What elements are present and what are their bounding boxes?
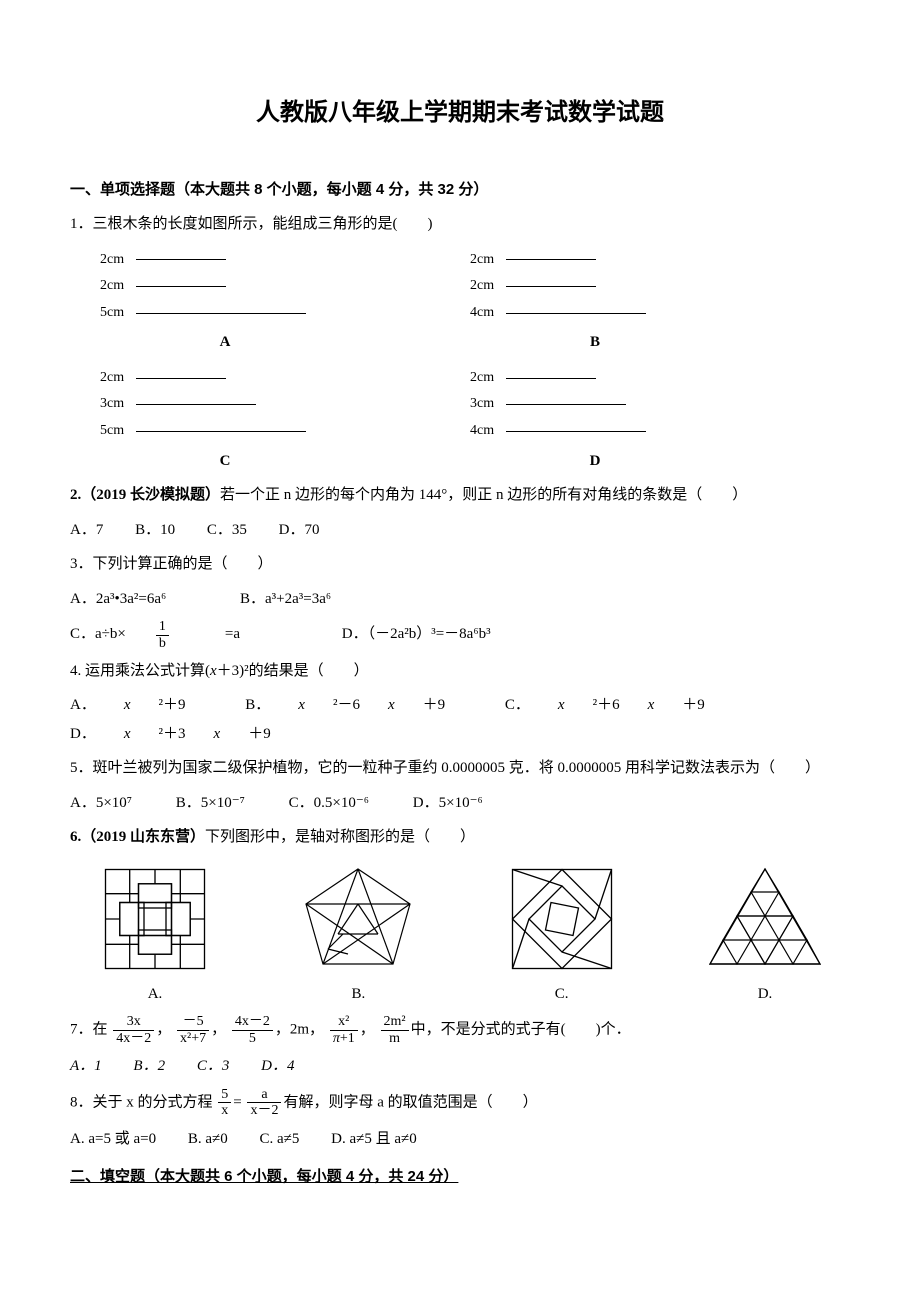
q8-options: A. a=5 或 a=0 B. a≠0 C. a≠5 D. a≠5 且 a≠0 bbox=[70, 1125, 850, 1154]
q4-text: 4. 运用乘法公式计算(x＋3)²的结果是（ ） bbox=[70, 657, 850, 686]
q3c-num: 1 bbox=[156, 619, 169, 635]
q4-opt-b: B．x²－6x＋9 bbox=[245, 691, 473, 720]
q5-opt-c: C．0.5×10⁻⁶ bbox=[289, 789, 369, 818]
q7-pre: 7．在 bbox=[70, 1022, 108, 1038]
q2-text: 若一个正 n 边形的每个内角为 144°，则正 n 边形的所有对角线的条数是（ … bbox=[220, 487, 747, 503]
q6-text: 下列图形中，是轴对称图形的是（ ） bbox=[205, 829, 475, 845]
q3-opt-a: A．2a³•3a²=6a⁶ bbox=[70, 585, 166, 614]
q4-pre: 4. 运用乘法公式计算( bbox=[70, 663, 210, 679]
q4-options: A．x²＋9 B．x²－6x＋9 C．x²＋6x＋9 D．x²＋3x＋9 bbox=[70, 691, 850, 748]
q5-options: A．5×10⁷ B．5×10⁻⁷ C．0.5×10⁻⁶ D．5×10⁻⁶ bbox=[70, 789, 850, 818]
q4-opt-a: A．x²＋9 bbox=[70, 691, 214, 720]
q6-figures: A. B. C. bbox=[80, 864, 840, 1009]
q8-opt-c: C. a≠5 bbox=[259, 1125, 299, 1154]
q6-cap-b: B. bbox=[283, 980, 433, 1009]
q3c-den: b bbox=[156, 636, 169, 651]
q6-fig-b: B. bbox=[283, 864, 433, 1009]
q7: 7．在 3x4x－2， －5x²+7， 4x－25，2m， x²π+1， 2m²… bbox=[70, 1014, 850, 1046]
q1-figure: 2cm2cm5cmA2cm2cm4cmB2cm3cm5cmC2cm3cm4cmD bbox=[70, 247, 850, 476]
q8-post: 有解，则字母 a 的取值范围是（ ） bbox=[283, 1094, 537, 1110]
q8-pre: 8．关于 x 的分式方程 bbox=[70, 1094, 213, 1110]
q8-opt-d: D. a≠5 且 a≠0 bbox=[331, 1125, 417, 1154]
q8-eq: = bbox=[233, 1094, 241, 1110]
q2-opt-b: B．10 bbox=[135, 516, 175, 545]
section-1-header: 一、单项选择题（本大题共 8 个小题，每小题 4 分，共 32 分） bbox=[70, 176, 850, 205]
q7-opt-c: C．3 bbox=[197, 1052, 230, 1081]
q7-opt-a: A．1 bbox=[70, 1052, 102, 1081]
q4-mid: ＋3)²的结果是（ ） bbox=[217, 663, 369, 679]
q7-opt-d: D．4 bbox=[261, 1052, 294, 1081]
q7-options: A．1 B．2 C．3 D．4 bbox=[70, 1052, 850, 1081]
q7-mid2: ， bbox=[360, 1022, 375, 1038]
q5-opt-d: D．5×10⁻⁶ bbox=[413, 789, 483, 818]
q6-cap-a: A. bbox=[80, 980, 230, 1009]
q3-opt-d: D．（－2a²b）³=－8a⁶b³ bbox=[342, 620, 491, 649]
page-title: 人教版八年级上学期期末考试数学试题 bbox=[70, 90, 850, 136]
q3-opt-c: C．a÷b× 1b =a bbox=[70, 619, 268, 651]
q2-prefix: 2.（2019 长沙模拟题） bbox=[70, 487, 220, 503]
q7-post: 中，不是分式的式子有( )个． bbox=[411, 1022, 631, 1038]
q6-cap-d: D. bbox=[690, 980, 840, 1009]
q3c-pre: C．a÷b× bbox=[70, 620, 126, 649]
q2-opt-c: C．35 bbox=[207, 516, 247, 545]
q6-fig-c: C. bbox=[487, 864, 637, 1009]
q6-prefix: 6.（2019 山东东营） bbox=[70, 829, 205, 845]
q6: 6.（2019 山东东营）下列图形中，是轴对称图形的是（ ） bbox=[70, 823, 850, 852]
q7-opt-b: B．2 bbox=[133, 1052, 165, 1081]
q6-fig-d: D. bbox=[690, 864, 840, 1009]
q6-fig-a: A. bbox=[80, 864, 230, 1009]
q5-text: 5．斑叶兰被列为国家二级保护植物，它的一粒种子重约 0.0000005 克．将 … bbox=[70, 754, 850, 783]
q8: 8．关于 x 的分式方程 5x= ax－2有解，则字母 a 的取值范围是（ ） bbox=[70, 1087, 850, 1119]
q2: 2.（2019 长沙模拟题）若一个正 n 边形的每个内角为 144°，则正 n … bbox=[70, 481, 850, 510]
q3c-post: =a bbox=[225, 620, 240, 649]
q3-text: 3．下列计算正确的是（ ） bbox=[70, 550, 850, 579]
section-2-header: 二、填空题（本大题共 6 个小题，每小题 4 分，共 24 分） bbox=[70, 1163, 850, 1192]
q2-opt-a: A．7 bbox=[70, 516, 103, 545]
q2-options: A．7 B．10 C．35 D．70 bbox=[70, 516, 850, 545]
q5-opt-b: B．5×10⁻⁷ bbox=[176, 789, 245, 818]
q3-options-row2: C．a÷b× 1b =a D．（－2a²b）³=－8a⁶b³ bbox=[70, 619, 850, 651]
q5-opt-a: A．5×10⁷ bbox=[70, 789, 132, 818]
q7-mid1: ，2m， bbox=[275, 1022, 324, 1038]
q8-opt-b: B. a≠0 bbox=[188, 1125, 228, 1154]
q4-opt-c: C．x²＋6x＋9 bbox=[505, 691, 733, 720]
q4-opt-d: D．x²＋3x＋9 bbox=[70, 720, 299, 749]
q3-options-row1: A．2a³•3a²=6a⁶ B．a³+2a³=3a⁶ bbox=[70, 585, 850, 614]
q1-text: 1．三根木条的长度如图所示，能组成三角形的是( ) bbox=[70, 210, 850, 239]
q8-opt-a: A. a=5 或 a=0 bbox=[70, 1125, 156, 1154]
q6-cap-c: C. bbox=[487, 980, 637, 1009]
q2-opt-d: D．70 bbox=[279, 516, 320, 545]
q3-opt-b: B．a³+2a³=3a⁶ bbox=[240, 585, 331, 614]
